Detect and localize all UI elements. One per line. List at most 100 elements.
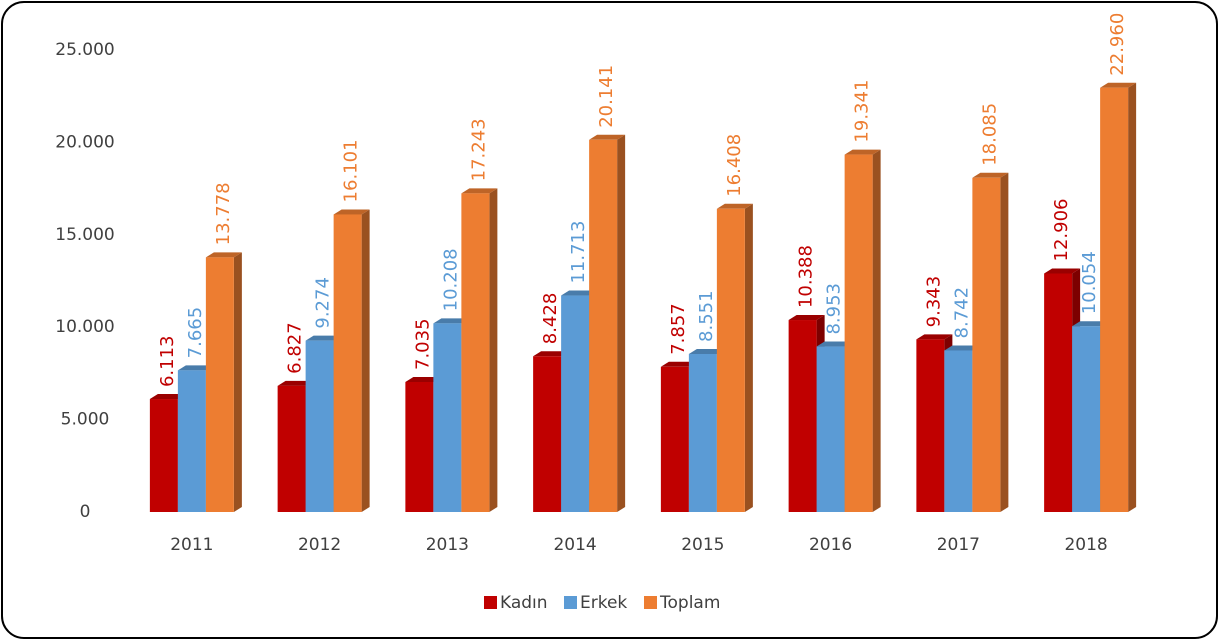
- y-tick-label: 15.000: [55, 225, 114, 245]
- bar-top: [972, 172, 1009, 178]
- data-label: 10.208: [440, 248, 461, 311]
- bar-top: [844, 149, 881, 155]
- y-tick-label: 5.000: [61, 410, 110, 430]
- x-tick-label: 2013: [426, 535, 469, 555]
- bar: [1100, 87, 1129, 512]
- bar: [177, 370, 206, 512]
- bar-top: [405, 376, 442, 382]
- bar-top: [433, 318, 470, 324]
- y-tick-label: 10.000: [55, 317, 114, 337]
- bar-top: [205, 252, 242, 258]
- bar-side: [489, 188, 498, 512]
- data-label: 9.343: [923, 276, 944, 328]
- x-tick-label: 2012: [298, 535, 341, 555]
- y-tick-label: 0: [80, 502, 91, 522]
- bar: [149, 399, 178, 512]
- data-label: 7.035: [412, 318, 433, 370]
- x-tick-label: 2015: [681, 535, 724, 555]
- data-label: 8.551: [696, 290, 717, 342]
- bar: [788, 320, 817, 512]
- data-label: 10.054: [1079, 251, 1100, 314]
- bar-top: [305, 335, 342, 341]
- data-label: 16.101: [341, 139, 362, 202]
- x-tick-label: 2016: [809, 535, 852, 555]
- data-label: 18.085: [979, 103, 1000, 166]
- data-label: 9.274: [313, 277, 334, 329]
- bar: [589, 139, 618, 513]
- y-tick-label: 20.000: [55, 132, 114, 152]
- bar: [844, 154, 873, 513]
- bar: [533, 356, 562, 512]
- bar-top: [1072, 321, 1109, 327]
- data-label: 19.341: [852, 80, 873, 143]
- x-tick-label: 2018: [1064, 535, 1107, 555]
- bar: [716, 208, 745, 513]
- bar-top: [149, 394, 186, 400]
- bar-top: [788, 315, 825, 321]
- bar: [660, 366, 689, 512]
- bar: [433, 323, 462, 512]
- bar-top: [561, 290, 598, 296]
- legend-swatch: [484, 596, 497, 609]
- bar: [277, 385, 306, 512]
- bar: [205, 257, 234, 512]
- bar-top: [944, 345, 981, 351]
- data-label: 6.827: [285, 322, 306, 374]
- data-label: 10.388: [796, 245, 817, 308]
- bar-top: [716, 203, 753, 209]
- x-tick-label: 2011: [170, 535, 213, 555]
- bar: [405, 381, 434, 512]
- bar: [461, 193, 490, 512]
- data-label: 16.408: [724, 134, 745, 197]
- bar: [561, 295, 590, 512]
- bar-top: [277, 380, 314, 386]
- legend-label: Kadın: [500, 593, 548, 613]
- bar-top: [688, 348, 725, 354]
- bar: [688, 353, 717, 512]
- data-label: 12.906: [1051, 199, 1072, 262]
- data-label: 8.428: [540, 293, 561, 345]
- bar-side: [1000, 172, 1009, 513]
- data-label: 22.960: [1107, 13, 1128, 76]
- bar: [972, 177, 1001, 513]
- bar-top: [1044, 268, 1081, 274]
- data-label: 17.243: [468, 118, 489, 181]
- bar-side: [617, 134, 626, 513]
- data-label: 8.742: [951, 287, 972, 339]
- bar-top: [916, 334, 953, 340]
- legend-label: Toplam: [659, 593, 720, 613]
- bar: [916, 339, 945, 512]
- bar-top: [177, 365, 214, 371]
- bar: [944, 350, 973, 512]
- data-label: 11.713: [568, 221, 589, 284]
- data-label: 13.778: [213, 182, 234, 245]
- bar: [1072, 326, 1101, 512]
- bar-side: [233, 252, 242, 512]
- data-label: 20.141: [596, 65, 617, 128]
- bar-side: [361, 209, 370, 512]
- bar-side: [872, 149, 881, 513]
- legend-label: Erkek: [580, 593, 627, 613]
- bar-side: [744, 203, 753, 513]
- bar: [333, 214, 362, 512]
- data-label: 7.857: [668, 303, 689, 355]
- y-tick-label: 25.000: [55, 40, 114, 60]
- x-tick-label: 2017: [937, 535, 980, 555]
- bar: [816, 346, 845, 512]
- bar-top: [461, 188, 498, 194]
- legend-swatch: [564, 596, 577, 609]
- bar-top: [1100, 82, 1137, 88]
- bar-top: [660, 361, 697, 367]
- bar-top: [333, 209, 370, 215]
- bar-top: [816, 341, 853, 347]
- data-label: 8.953: [824, 283, 845, 335]
- x-tick-label: 2014: [553, 535, 596, 555]
- data-label: 7.665: [185, 307, 206, 359]
- legend-swatch: [644, 596, 657, 609]
- bar-side: [1128, 82, 1137, 512]
- bar: [1044, 273, 1073, 512]
- bar: [305, 340, 334, 512]
- data-label: 6.113: [157, 336, 178, 388]
- bar-top: [533, 351, 570, 357]
